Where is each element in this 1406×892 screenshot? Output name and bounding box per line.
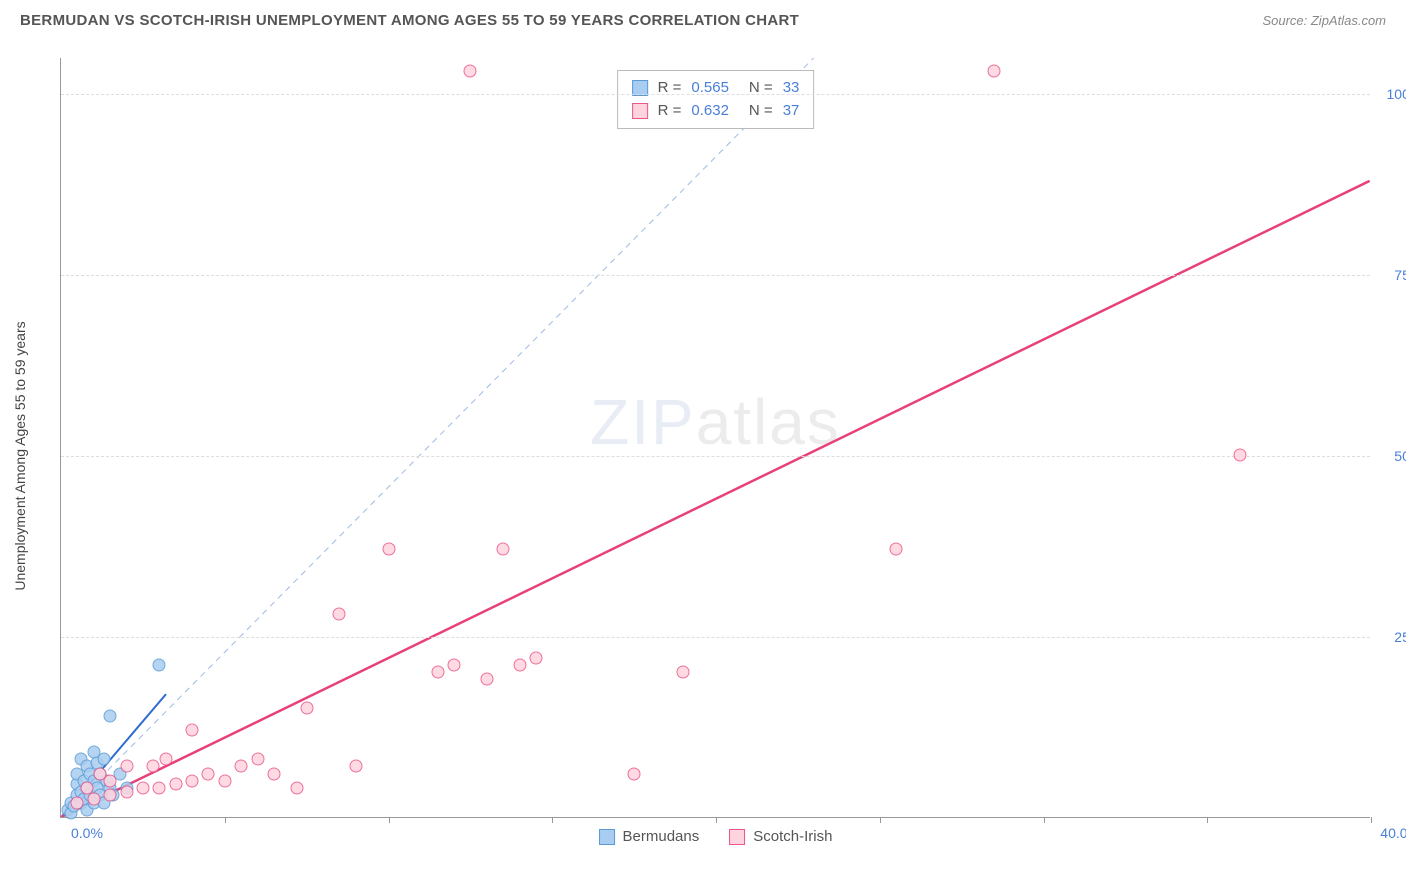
gridline bbox=[61, 275, 1370, 276]
data-point bbox=[1234, 449, 1247, 462]
data-point bbox=[120, 785, 133, 798]
y-tick-label: 25.0% bbox=[1394, 629, 1406, 645]
legend-swatch-scotch-irish bbox=[729, 829, 745, 845]
stats-n-value-0: 33 bbox=[783, 77, 800, 100]
stats-n-label: N = bbox=[749, 100, 773, 123]
data-point bbox=[218, 774, 231, 787]
chart-container: Unemployment Among Ages 55 to 59 years Z… bbox=[50, 48, 1390, 848]
gridline bbox=[61, 94, 1370, 95]
data-point bbox=[153, 782, 166, 795]
data-point bbox=[677, 666, 690, 679]
x-tick bbox=[1207, 817, 1208, 823]
y-tick-label: 75.0% bbox=[1394, 267, 1406, 283]
data-point bbox=[104, 774, 117, 787]
stats-legend-box: R = 0.565 N = 33 R = 0.632 N = 37 bbox=[617, 70, 815, 129]
trend-lines bbox=[61, 58, 1370, 817]
data-point bbox=[529, 651, 542, 664]
bottom-legend: Bermudans Scotch-Irish bbox=[599, 828, 833, 845]
data-point bbox=[628, 767, 641, 780]
y-axis-label: Unemployment Among Ages 55 to 59 years bbox=[12, 321, 28, 590]
legend-item-scotch-irish: Scotch-Irish bbox=[729, 828, 832, 845]
legend-swatch-bermudans bbox=[599, 829, 615, 845]
stats-row-scotch-irish: R = 0.632 N = 37 bbox=[632, 100, 800, 123]
data-point bbox=[497, 543, 510, 556]
data-point bbox=[480, 673, 493, 686]
stats-r-label: R = bbox=[658, 100, 682, 123]
x-tick bbox=[880, 817, 881, 823]
stats-n-label: N = bbox=[749, 77, 773, 100]
stats-r-value-1: 0.632 bbox=[691, 100, 729, 123]
data-point bbox=[251, 753, 264, 766]
data-point bbox=[431, 666, 444, 679]
x-tick-max: 40.0% bbox=[1380, 825, 1406, 841]
data-point bbox=[87, 792, 100, 805]
x-tick bbox=[389, 817, 390, 823]
x-tick bbox=[1044, 817, 1045, 823]
data-point bbox=[186, 724, 199, 737]
data-point bbox=[159, 753, 172, 766]
data-point bbox=[104, 789, 117, 802]
legend-label-scotch-irish: Scotch-Irish bbox=[753, 828, 832, 845]
stats-row-bermudans: R = 0.565 N = 33 bbox=[632, 77, 800, 100]
data-point bbox=[235, 760, 248, 773]
data-point bbox=[333, 608, 346, 621]
data-point bbox=[146, 760, 159, 773]
stats-n-value-1: 37 bbox=[783, 100, 800, 123]
stats-r-label: R = bbox=[658, 77, 682, 100]
data-point bbox=[513, 659, 526, 672]
data-point bbox=[382, 543, 395, 556]
x-tick bbox=[552, 817, 553, 823]
source-attribution: Source: ZipAtlas.com bbox=[1262, 13, 1386, 28]
gridline bbox=[61, 456, 1370, 457]
x-tick bbox=[225, 817, 226, 823]
data-point bbox=[136, 782, 149, 795]
y-tick-label: 100.0% bbox=[1387, 86, 1406, 102]
data-point bbox=[988, 65, 1001, 78]
data-point bbox=[153, 659, 166, 672]
data-point bbox=[202, 767, 215, 780]
data-point bbox=[464, 65, 477, 78]
swatch-scotch-irish bbox=[632, 103, 648, 119]
data-point bbox=[300, 702, 313, 715]
gridline bbox=[61, 637, 1370, 638]
x-tick bbox=[1371, 817, 1372, 823]
data-point bbox=[71, 796, 84, 809]
data-point bbox=[120, 760, 133, 773]
data-point bbox=[104, 709, 117, 722]
chart-title: BERMUDAN VS SCOTCH-IRISH UNEMPLOYMENT AM… bbox=[20, 12, 799, 29]
y-tick-label: 50.0% bbox=[1394, 448, 1406, 464]
data-point bbox=[97, 753, 110, 766]
data-point bbox=[186, 774, 199, 787]
stats-r-value-0: 0.565 bbox=[691, 77, 729, 100]
data-point bbox=[290, 782, 303, 795]
data-point bbox=[169, 778, 182, 791]
x-tick-zero: 0.0% bbox=[71, 825, 103, 841]
legend-item-bermudans: Bermudans bbox=[599, 828, 700, 845]
data-point bbox=[267, 767, 280, 780]
data-point bbox=[890, 543, 903, 556]
plot-area: ZIPatlas R = 0.565 N = 33 R = 0.632 N = … bbox=[60, 58, 1370, 818]
data-point bbox=[448, 659, 461, 672]
data-point bbox=[349, 760, 362, 773]
watermark: ZIPatlas bbox=[590, 385, 841, 459]
legend-label-bermudans: Bermudans bbox=[623, 828, 700, 845]
x-tick bbox=[716, 817, 717, 823]
